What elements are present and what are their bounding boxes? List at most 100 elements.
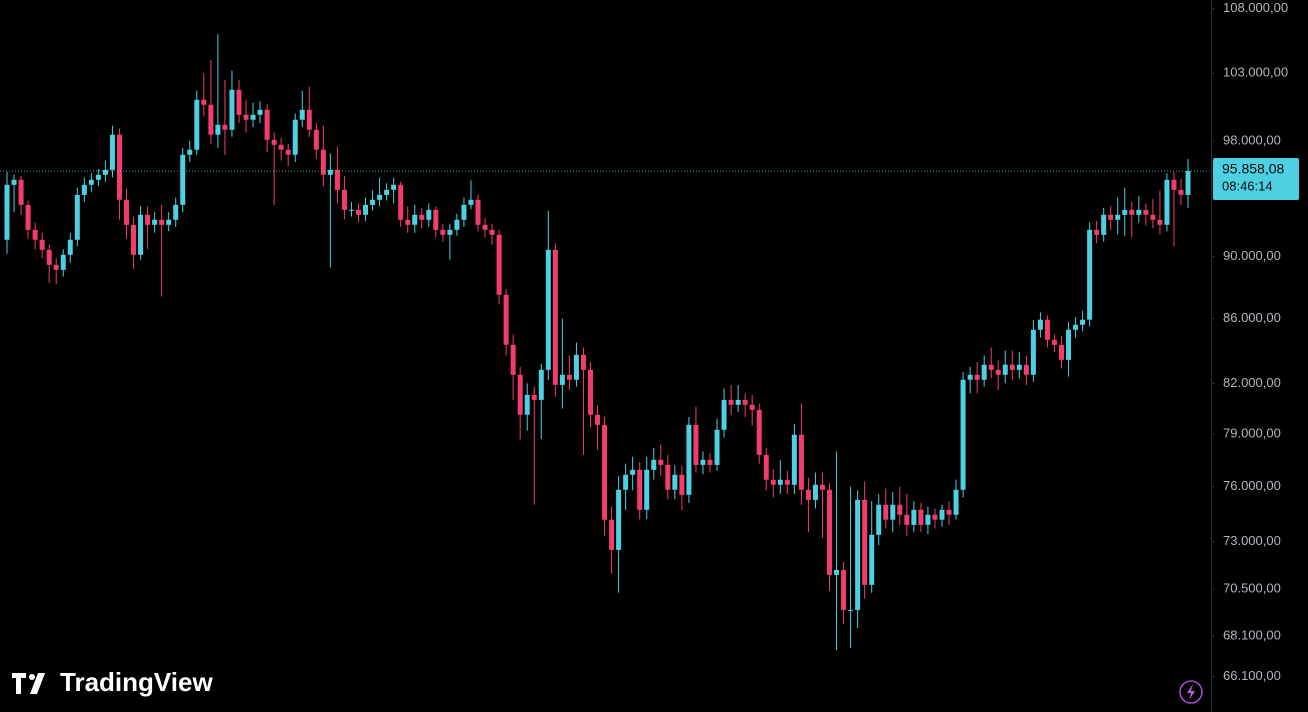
candle-body bbox=[770, 479, 776, 485]
candle-body bbox=[1108, 214, 1114, 220]
lightning-circle[interactable] bbox=[1179, 680, 1203, 704]
candle-body bbox=[798, 434, 804, 490]
candle-body bbox=[876, 504, 882, 535]
candle-body bbox=[166, 219, 172, 225]
candle-body bbox=[531, 394, 537, 400]
candle-body bbox=[1087, 229, 1093, 320]
candle-body bbox=[1066, 329, 1072, 360]
candle-body bbox=[81, 184, 87, 195]
candle-body bbox=[109, 134, 115, 170]
candle-body bbox=[573, 354, 579, 380]
candle-body bbox=[236, 89, 242, 115]
candle-body bbox=[419, 214, 425, 220]
y-tick-label: 76.000,00 bbox=[1223, 478, 1281, 493]
candle-body bbox=[552, 249, 558, 385]
candle-body bbox=[1136, 209, 1142, 215]
lightning-button[interactable] bbox=[1179, 680, 1203, 704]
candle-body bbox=[988, 364, 994, 370]
candle-body bbox=[215, 124, 221, 135]
logo-mark bbox=[12, 673, 26, 694]
candle-body bbox=[784, 479, 790, 485]
candle-body bbox=[602, 424, 608, 520]
candle-body bbox=[587, 369, 593, 415]
candle-body bbox=[25, 204, 31, 230]
candle-body bbox=[974, 374, 980, 380]
candle-body bbox=[1080, 319, 1086, 325]
candle-body bbox=[566, 374, 572, 380]
candle-body bbox=[890, 504, 896, 520]
candle-body bbox=[1115, 214, 1121, 220]
candle-body bbox=[967, 374, 973, 380]
candle-body bbox=[67, 239, 73, 255]
candle-body bbox=[370, 199, 376, 205]
candle-body bbox=[960, 379, 966, 490]
candle-body bbox=[1150, 214, 1156, 220]
candle-body bbox=[18, 179, 24, 205]
candle-body bbox=[1037, 319, 1043, 330]
candle-body bbox=[812, 484, 818, 500]
logo-mark bbox=[29, 674, 35, 680]
candle-body bbox=[805, 489, 811, 500]
candle-body bbox=[46, 249, 52, 265]
candle-body bbox=[11, 179, 17, 185]
candle-body bbox=[257, 109, 263, 115]
candle-body bbox=[616, 489, 622, 550]
candle-body bbox=[609, 519, 615, 550]
candle-body bbox=[131, 224, 137, 255]
candle-body bbox=[299, 109, 305, 120]
candle-body bbox=[932, 514, 938, 520]
candle-body bbox=[363, 204, 369, 215]
candle-body bbox=[1051, 339, 1057, 345]
candle-body bbox=[489, 229, 495, 235]
countdown-text: 08:46:14 bbox=[1222, 178, 1273, 193]
y-tick-label: 90.000,00 bbox=[1223, 248, 1281, 263]
lightning-icon[interactable] bbox=[1187, 684, 1195, 700]
candle-body bbox=[39, 239, 45, 250]
candle-body bbox=[1143, 209, 1149, 215]
candle-body bbox=[637, 469, 643, 510]
candle-body bbox=[4, 184, 10, 240]
candle-body bbox=[334, 169, 340, 190]
candle-body bbox=[665, 464, 671, 490]
candle-body bbox=[1178, 189, 1184, 195]
candle-body bbox=[398, 184, 404, 220]
candle-body bbox=[559, 374, 565, 385]
candle-body bbox=[426, 209, 432, 220]
candle-body bbox=[194, 99, 200, 150]
y-tick-label: 66.100,00 bbox=[1223, 668, 1281, 683]
candle-body bbox=[953, 489, 959, 515]
candle-body bbox=[356, 209, 361, 215]
last-price-box bbox=[1213, 158, 1299, 201]
candle-body bbox=[391, 184, 397, 190]
candle-body bbox=[862, 499, 868, 585]
candle-body bbox=[264, 109, 270, 140]
candle-body bbox=[1094, 229, 1100, 235]
candle-body bbox=[918, 509, 924, 525]
y-tick-label: 98.000,00 bbox=[1223, 132, 1281, 147]
candle-body bbox=[468, 199, 474, 205]
candle-body bbox=[159, 219, 165, 225]
candle-body bbox=[749, 404, 755, 410]
candle-body bbox=[482, 224, 488, 230]
candle-body bbox=[693, 424, 699, 465]
candle-body bbox=[510, 344, 516, 375]
candle-body bbox=[1164, 179, 1170, 225]
candle-body bbox=[735, 399, 741, 405]
candle-body bbox=[496, 234, 502, 295]
candle-body bbox=[102, 169, 108, 175]
candle-body bbox=[433, 209, 439, 230]
candle-body bbox=[595, 414, 601, 425]
candle-body bbox=[524, 394, 530, 415]
candle-body bbox=[1044, 319, 1050, 340]
candle-body bbox=[1129, 209, 1135, 215]
candle-body bbox=[644, 469, 650, 510]
candle-body bbox=[341, 189, 347, 210]
candle-body bbox=[904, 514, 910, 525]
candle-body bbox=[278, 144, 284, 150]
candle-body bbox=[173, 204, 179, 220]
candle-body bbox=[883, 504, 889, 520]
candle-body bbox=[819, 484, 825, 490]
candle-body bbox=[911, 509, 917, 525]
